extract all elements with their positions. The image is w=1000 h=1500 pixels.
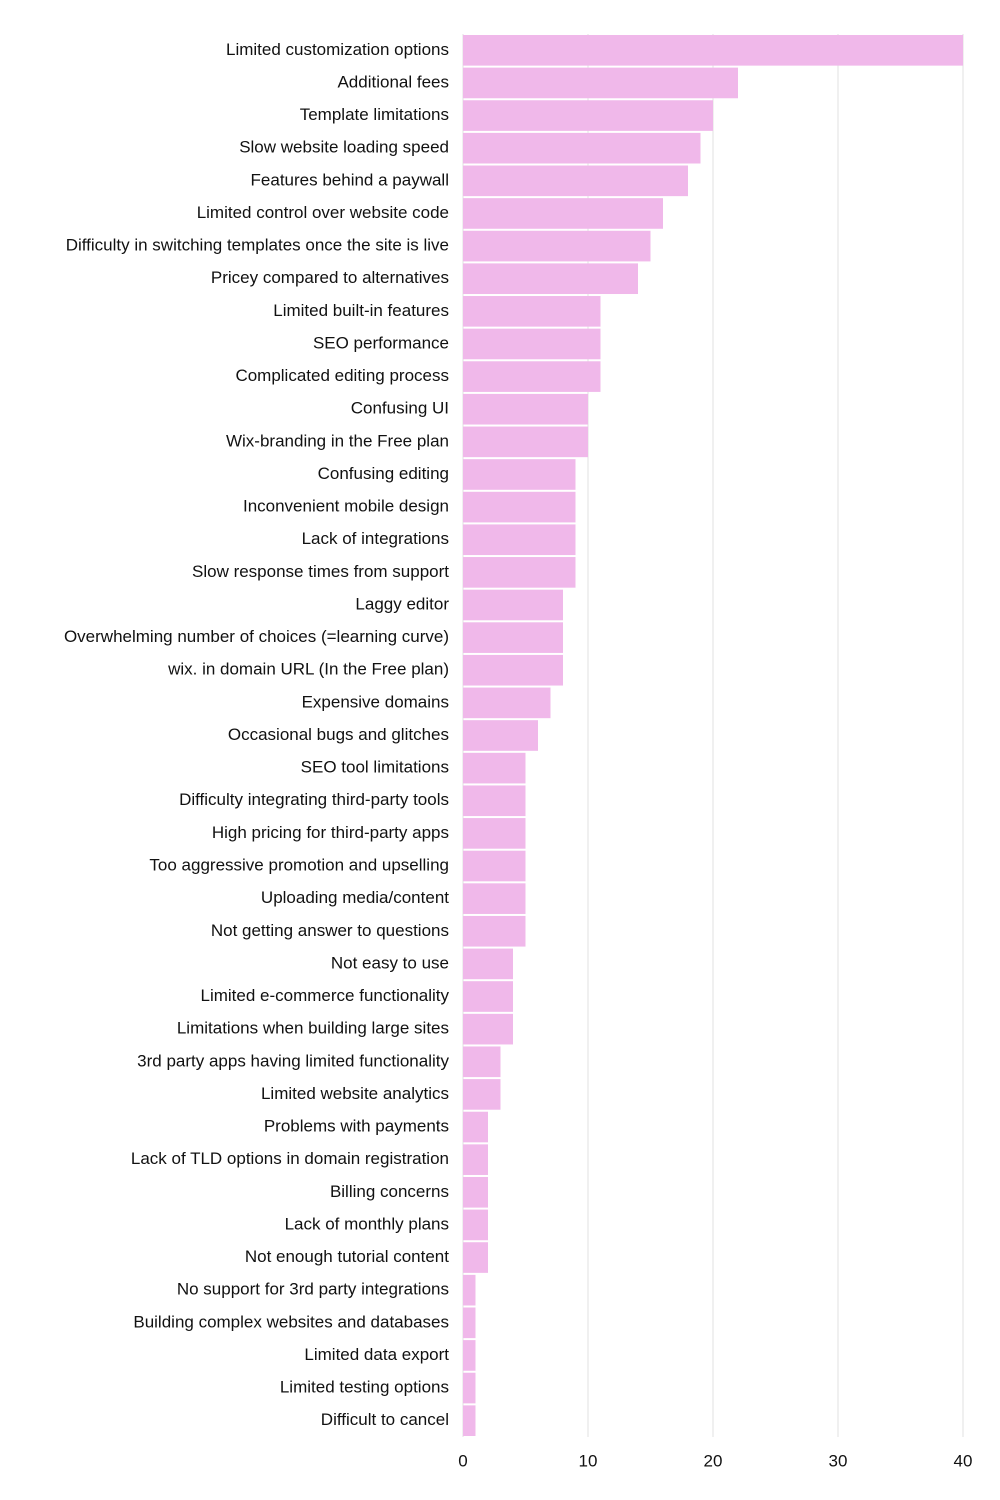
category-label: Lack of monthly plans: [285, 1214, 449, 1233]
bar: [463, 818, 526, 849]
category-label: Pricey compared to alternatives: [211, 268, 449, 287]
bar: [463, 198, 663, 229]
category-label: Expensive domains: [302, 692, 449, 711]
bar: [463, 785, 526, 817]
category-label: wix. in domain URL (In the Free plan): [167, 660, 449, 679]
bar: [463, 1079, 501, 1110]
bar: [463, 948, 513, 980]
category-label: Limited data export: [304, 1345, 449, 1364]
bar: [463, 328, 601, 360]
bar: [463, 67, 738, 99]
bar: [463, 230, 651, 262]
category-label: Limitations when building large sites: [177, 1019, 449, 1038]
category-label: Limited customization options: [226, 40, 449, 59]
category-label: Billing concerns: [330, 1182, 449, 1201]
x-axis-ticks: 0 10 20 30 40: [458, 1451, 972, 1470]
category-label: Template limitations: [300, 105, 449, 124]
bar: [463, 622, 563, 653]
bar: [463, 1176, 488, 1208]
bar: [463, 654, 563, 686]
category-label: Confusing editing: [318, 464, 449, 483]
category-label: SEO tool limitations: [301, 758, 449, 777]
category-label: Additional fees: [337, 72, 449, 91]
category-label: Difficult to cancel: [321, 1410, 449, 1429]
bar: [463, 883, 526, 914]
bar: [463, 1046, 501, 1078]
bars: [463, 35, 963, 1436]
category-label: Limited e-commerce functionality: [201, 986, 450, 1005]
bar: [463, 1242, 488, 1273]
bar: [463, 491, 576, 523]
bar: [463, 361, 601, 392]
category-label: Inconvenient mobile design: [243, 497, 449, 516]
bar: [463, 1405, 476, 1436]
bar: [463, 915, 526, 947]
bar: [463, 1274, 476, 1306]
category-label: SEO performance: [313, 333, 449, 352]
category-label: Overwhelming number of choices (=learnin…: [64, 627, 449, 646]
category-label: No support for 3rd party integrations: [177, 1280, 449, 1299]
bar: [463, 589, 563, 621]
bar: [463, 687, 551, 719]
bar: [463, 981, 513, 1012]
category-label: Building complex websites and databases: [133, 1312, 449, 1331]
category-label: Not easy to use: [331, 953, 449, 972]
category-label: Slow website loading speed: [239, 138, 449, 157]
category-label: Lack of integrations: [302, 529, 449, 548]
category-label: Features behind a paywall: [251, 170, 449, 189]
category-label: Confusing UI: [351, 399, 449, 418]
category-label: Slow response times from support: [192, 562, 449, 581]
category-label: Limited built-in features: [273, 301, 449, 320]
bar: [463, 1307, 476, 1339]
bar: [463, 752, 526, 784]
x-tick-label: 10: [579, 1451, 598, 1470]
category-labels: Limited customization options Additional …: [64, 40, 450, 1429]
bar: [463, 1209, 488, 1241]
category-label: Too aggressive promotion and upselling: [149, 855, 449, 874]
category-label: Laggy editor: [355, 594, 449, 613]
category-label: Difficulty in switching templates once t…: [66, 236, 449, 255]
bar: [463, 720, 538, 751]
bar: [463, 296, 601, 327]
category-label: Wix-branding in the Free plan: [226, 431, 449, 450]
bar: [463, 393, 588, 425]
bar: [463, 524, 576, 556]
bar: [463, 459, 576, 490]
x-tick-label: 30: [829, 1451, 848, 1470]
bar: [463, 557, 576, 588]
bar: [463, 100, 713, 131]
category-label: Limited testing options: [280, 1378, 449, 1397]
bar: [463, 132, 701, 164]
category-label: Limited website analytics: [261, 1084, 449, 1103]
category-label: Difficulty integrating third-party tools: [179, 790, 449, 809]
category-label: High pricing for third-party apps: [212, 823, 449, 842]
bar: [463, 426, 588, 458]
category-label: Lack of TLD options in domain registrati…: [131, 1149, 449, 1168]
bar: [463, 1144, 488, 1175]
category-label: Not getting answer to questions: [211, 921, 449, 940]
bar: [463, 263, 638, 295]
x-tick-label: 0: [458, 1451, 467, 1470]
category-label: Limited control over website code: [197, 203, 449, 222]
x-tick-label: 40: [954, 1451, 973, 1470]
category-label: Problems with payments: [264, 1117, 449, 1136]
bar: [463, 850, 526, 882]
category-label: Complicated editing process: [235, 366, 449, 385]
category-label: 3rd party apps having limited functional…: [137, 1051, 449, 1070]
bar: [463, 1372, 476, 1404]
bar: [463, 1111, 488, 1143]
bar: [463, 1013, 513, 1045]
category-label: Not enough tutorial content: [245, 1247, 449, 1266]
category-label: Uploading media/content: [261, 888, 449, 907]
x-tick-label: 20: [704, 1451, 723, 1470]
bar: [463, 35, 963, 66]
bar: [463, 1340, 476, 1371]
bar: [463, 165, 688, 197]
category-label: Occasional bugs and glitches: [228, 725, 449, 744]
